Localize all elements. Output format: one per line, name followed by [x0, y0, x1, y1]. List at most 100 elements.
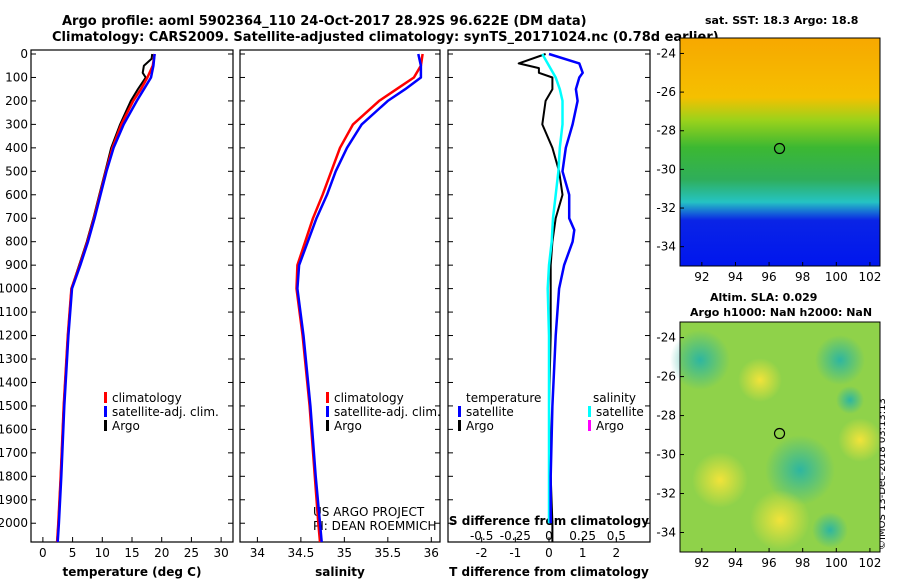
x-tick-label: 2: [613, 546, 621, 560]
chart-title-line1: Argo profile: aoml 5902364_110 24-Oct-20…: [62, 14, 587, 29]
x-tick-label: 0: [39, 546, 47, 560]
x-tick-label: 36: [424, 546, 439, 560]
x-tick-label: -2: [476, 546, 488, 560]
x-tick-label: 0: [545, 546, 553, 560]
legend-s-satellite-label: satellite: [596, 405, 644, 419]
lat-tick-label: -28: [656, 409, 676, 423]
legend-climatology-s-swatch: [326, 392, 329, 403]
sla-anomaly-blob: [812, 512, 848, 548]
x-tick-label: 10: [95, 546, 110, 560]
argo-position-marker: [773, 427, 786, 440]
sla-map-title: Altim. SLA: 0.029: [710, 291, 818, 304]
series-line-satellite-adj-clim-: [296, 53, 423, 543]
argo-position-marker: [773, 142, 786, 155]
lat-tick-label: -34: [656, 526, 676, 540]
depth-tick-label: 1400: [0, 375, 28, 389]
legend-s-satellite-swatch: [588, 406, 591, 417]
lon-tick-label: 98: [795, 270, 810, 284]
depth-tick-label: 2000: [0, 516, 28, 530]
lon-tick-label: 96: [761, 556, 776, 570]
x-tick-label: -1: [509, 546, 521, 560]
lon-tick-label: 92: [694, 556, 709, 570]
x-tick-label: 34.5: [288, 546, 315, 560]
x-axis-label: temperature (deg C): [63, 565, 202, 579]
lat-tick-label: -26: [656, 85, 676, 99]
series-line-satellite-adj-clim-: [56, 53, 156, 543]
lat-tick-label: -26: [656, 370, 676, 384]
depth-tick-label: 500: [5, 164, 28, 178]
x-tick-label: 15: [124, 546, 139, 560]
lon-tick-label: 100: [825, 270, 848, 284]
depth-tick-label: 1600: [0, 422, 28, 436]
lat-tick-label: -32: [656, 487, 676, 501]
lat-tick-label: -28: [656, 124, 676, 138]
legend-climatology-label: climatology: [112, 391, 182, 405]
series-line-s-satellite: [541, 53, 564, 524]
legend-satellite-s-swatch: [326, 406, 329, 417]
lat-tick-label: -32: [656, 201, 676, 215]
depth-tick-label: 1800: [0, 469, 28, 483]
x-tick-label: 1: [579, 546, 587, 560]
sla-anomaly-blob: [670, 330, 730, 390]
depth-tick-label: 400: [5, 141, 28, 155]
depth-tick-label: 1200: [0, 329, 28, 343]
legend-temperature-title: temperature: [466, 391, 541, 405]
x-axis-label: T difference from climatology: [449, 565, 649, 579]
s-diff-tick-label: 0.25: [569, 529, 596, 543]
sla-anomaly-blob: [836, 386, 864, 414]
legend-t-argo-label: Argo: [466, 419, 494, 433]
series-line-t-satellite: [548, 52, 584, 524]
depth-tick-label: 1900: [0, 493, 28, 507]
depth-tick-label: 1300: [0, 352, 28, 366]
lon-tick-label: 94: [728, 556, 743, 570]
lat-tick-label: -30: [656, 162, 676, 176]
lon-tick-label: 92: [694, 270, 709, 284]
series-line-t-argo: [517, 53, 564, 542]
sla-anomaly-blob: [765, 435, 835, 505]
sla-anomaly-blob: [692, 452, 748, 508]
lon-tick-label: 94: [728, 270, 743, 284]
x-tick-label: 35: [337, 546, 352, 560]
depth-tick-label: 1100: [0, 305, 28, 319]
lon-tick-label: 102: [858, 556, 881, 570]
s-diff-tick-label: 0: [545, 529, 553, 543]
depth-tick-label: 1700: [0, 446, 28, 460]
lat-tick-label: -30: [656, 448, 676, 462]
map-frame-1: [679, 37, 881, 267]
depth-tick-label: 0: [20, 47, 28, 61]
legend-satellite-label: satellite-adj. clim.: [112, 405, 219, 419]
s-diff-tick-label: -0.25: [500, 529, 531, 543]
legend-climatology-swatch: [104, 392, 107, 403]
depth-tick-label: 700: [5, 211, 28, 225]
legend-satellite-s-label: satellite-adj. clim.: [334, 405, 441, 419]
depth-tick-label: 300: [5, 117, 28, 131]
sla-anomaly-blob: [838, 418, 882, 462]
x-tick-label: 34: [250, 546, 265, 560]
depth-tick-label: 800: [5, 235, 28, 249]
credit-line2: PI: DEAN ROEMMICH: [313, 519, 436, 533]
depth-tick-label: 900: [5, 258, 28, 272]
legend-s-argo-label: Argo: [596, 419, 624, 433]
legend-salinity-title: salinity: [593, 391, 636, 405]
lat-tick-label: -34: [656, 240, 676, 254]
chart-title-line2: Climatology: CARS2009. Satellite-adjuste…: [52, 30, 719, 45]
x-tick-label: 20: [154, 546, 169, 560]
depth-tick-label: 200: [5, 94, 28, 108]
legend-satellite-swatch: [104, 406, 107, 417]
depth-tick-label: 100: [5, 70, 28, 84]
legend-argo-s-label: Argo: [334, 419, 362, 433]
sla-map-subtitle: Argo h1000: NaN h2000: NaN: [690, 306, 873, 319]
sla-anomaly-blob: [750, 490, 810, 550]
x-tick-label: 25: [184, 546, 199, 560]
legend-s-argo-swatch: [588, 420, 591, 431]
sla-anomaly-blob: [815, 335, 865, 385]
lat-tick-label: -24: [656, 46, 676, 60]
legend-t-argo-swatch: [458, 420, 461, 431]
lon-tick-label: 96: [761, 270, 776, 284]
lon-tick-label: 102: [858, 270, 881, 284]
credit-line1: US ARGO PROJECT: [313, 505, 425, 519]
lon-tick-label: 98: [795, 556, 810, 570]
legend-t-satellite-label: satellite: [466, 405, 514, 419]
legend-argo-s-swatch: [326, 420, 329, 431]
